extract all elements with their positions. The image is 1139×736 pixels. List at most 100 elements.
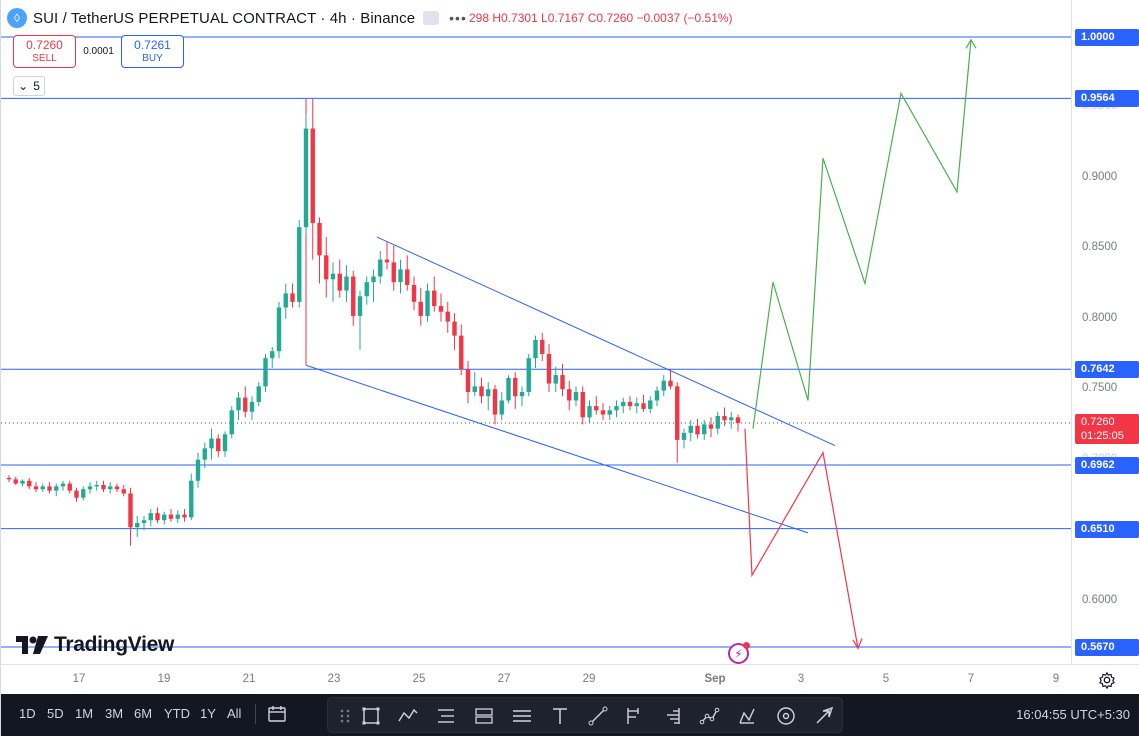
date-range-calendar-icon[interactable] [266,703,288,725]
long-position-icon[interactable] [473,705,495,727]
candle-body [121,489,126,494]
candle-body [391,262,396,283]
candle-body [668,380,673,387]
drag-handle-icon[interactable] [334,705,356,727]
time-tick-label: 9 [1052,673,1060,685]
pattern-tool-icon[interactable] [737,705,759,727]
path-tool-icon[interactable] [397,705,419,727]
candle-body [526,358,531,393]
candle-body [560,375,565,390]
symbol-header[interactable]: ◊ SUI / TetherUS PERPETUAL CONTRACT · 4h… [7,6,467,30]
channel-upper-line [376,236,836,447]
candle-body [94,484,99,487]
bearish-candle [735,414,741,432]
current-price-badge: 0.7260 01:25:05 [1075,414,1139,444]
economic-event-icon[interactable]: ⚡ [728,642,750,664]
candle-body [729,417,734,421]
more-options-icon[interactable]: ••• [449,10,467,26]
bullish-candle [270,346,275,369]
bullish-candle [614,400,619,418]
bearish-candle [182,508,187,522]
buy-button[interactable]: 0.7261 BUY [121,35,184,68]
candlestick-chart[interactable] [1,0,1071,664]
bearish-candle [121,484,126,497]
candle-body [540,339,545,354]
candle-body [303,128,309,228]
range-button-all[interactable]: All [227,706,242,721]
bearish-candle [351,270,356,326]
measure-tool-icon[interactable] [775,705,797,727]
bearish-candle [722,407,727,426]
rectangle-tool-icon[interactable] [360,705,382,727]
time-axis[interactable]: 17 19 21 23 25 27 29 Sep 3 5 7 9 [1,664,1139,694]
level-price-badge: 1.0000 [1075,29,1139,46]
candle-body [661,380,666,391]
candle-body [506,377,511,401]
range-button-1y[interactable]: 1Y [200,706,216,721]
bearish-candle [33,482,39,493]
candle-body [276,307,282,352]
bullish-candle [688,420,693,442]
gear-icon[interactable] [1098,671,1116,689]
tradingview-logo[interactable]: TradingView [16,633,174,657]
candle-body [6,477,12,480]
range-button-1m[interactable]: 1M [75,706,94,721]
arrow-tool-icon[interactable] [813,705,835,727]
pitchfork-icon[interactable] [623,705,645,727]
candle-body [148,513,153,521]
range-button-5d[interactable]: 5D [47,706,64,721]
bearish-candle [708,417,714,438]
flag-icon[interactable] [423,11,440,25]
sell-label: SELL [32,53,57,64]
bullish-candle [256,382,261,407]
bullish-candle [249,396,255,421]
candle-body [60,483,66,487]
text-tool-icon[interactable] [549,705,571,727]
bullish-projection-path [752,39,972,429]
candle-body [243,397,248,412]
candle-body [580,392,585,418]
brush-tool-icon[interactable] [699,705,721,727]
price-axis[interactable]: 0.90000.85000.80000.75000.60000.95000.70… [1071,0,1139,664]
time-tick-label: 17 [72,673,86,685]
bearish-candle [452,313,457,350]
candle-body [702,424,707,435]
tradingview-wordmark: TradingView [54,633,175,656]
symbol-title[interactable]: SUI / TetherUS PERPETUAL CONTRACT · 4h ·… [33,9,416,27]
candle-body [256,386,261,402]
candle-body [594,406,599,411]
candle-body [27,480,32,487]
volume-profile-icon[interactable] [661,705,683,727]
bullish-candle [533,335,538,369]
candle-body [425,290,430,316]
fib-retracement-icon[interactable] [435,705,457,727]
clock-timezone[interactable]: 16:04:55 UTC+5:30 [1016,707,1130,722]
range-button-3m[interactable]: 3M [105,706,124,721]
candle-body [567,389,572,401]
horizontal-lines-icon[interactable] [511,705,533,727]
bullish-candle [108,482,113,494]
candle-body [168,514,174,519]
candle-body [209,438,214,449]
time-tick-label: 25 [412,673,426,685]
bearish-candle [594,396,599,415]
bearish-candle [317,217,322,284]
chart-pane[interactable]: ◊ SUI / TetherUS PERPETUAL CONTRACT · 4h… [1,0,1071,664]
bearish-candle [459,324,464,376]
bullish-candle [209,428,214,460]
candle-body [438,306,444,312]
candle-body [74,490,79,498]
bearish-candle [465,361,471,404]
bearish-candle [513,372,518,409]
range-button-6m[interactable]: 6M [134,706,153,721]
bottom-toolbar: 1D 5D 1M 3M 6M YTD 1Y All 16:04:55 UTC+5:30 [1,694,1139,736]
trend-line-icon[interactable] [587,705,609,727]
ohlc-values: 298 H0.7301 L0.7167 C0.7260 −0.0037 (−0.… [469,11,733,25]
indicators-toggle-button[interactable]: ⌄ 5 [13,76,45,96]
range-button-ytd[interactable]: YTD [164,706,190,721]
range-button-1d[interactable]: 1D [19,706,36,721]
candle-body [229,410,234,435]
bullish-candle [654,386,660,407]
sell-button[interactable]: 0.7260 SELL [13,35,76,68]
bullish-candle [135,515,140,538]
